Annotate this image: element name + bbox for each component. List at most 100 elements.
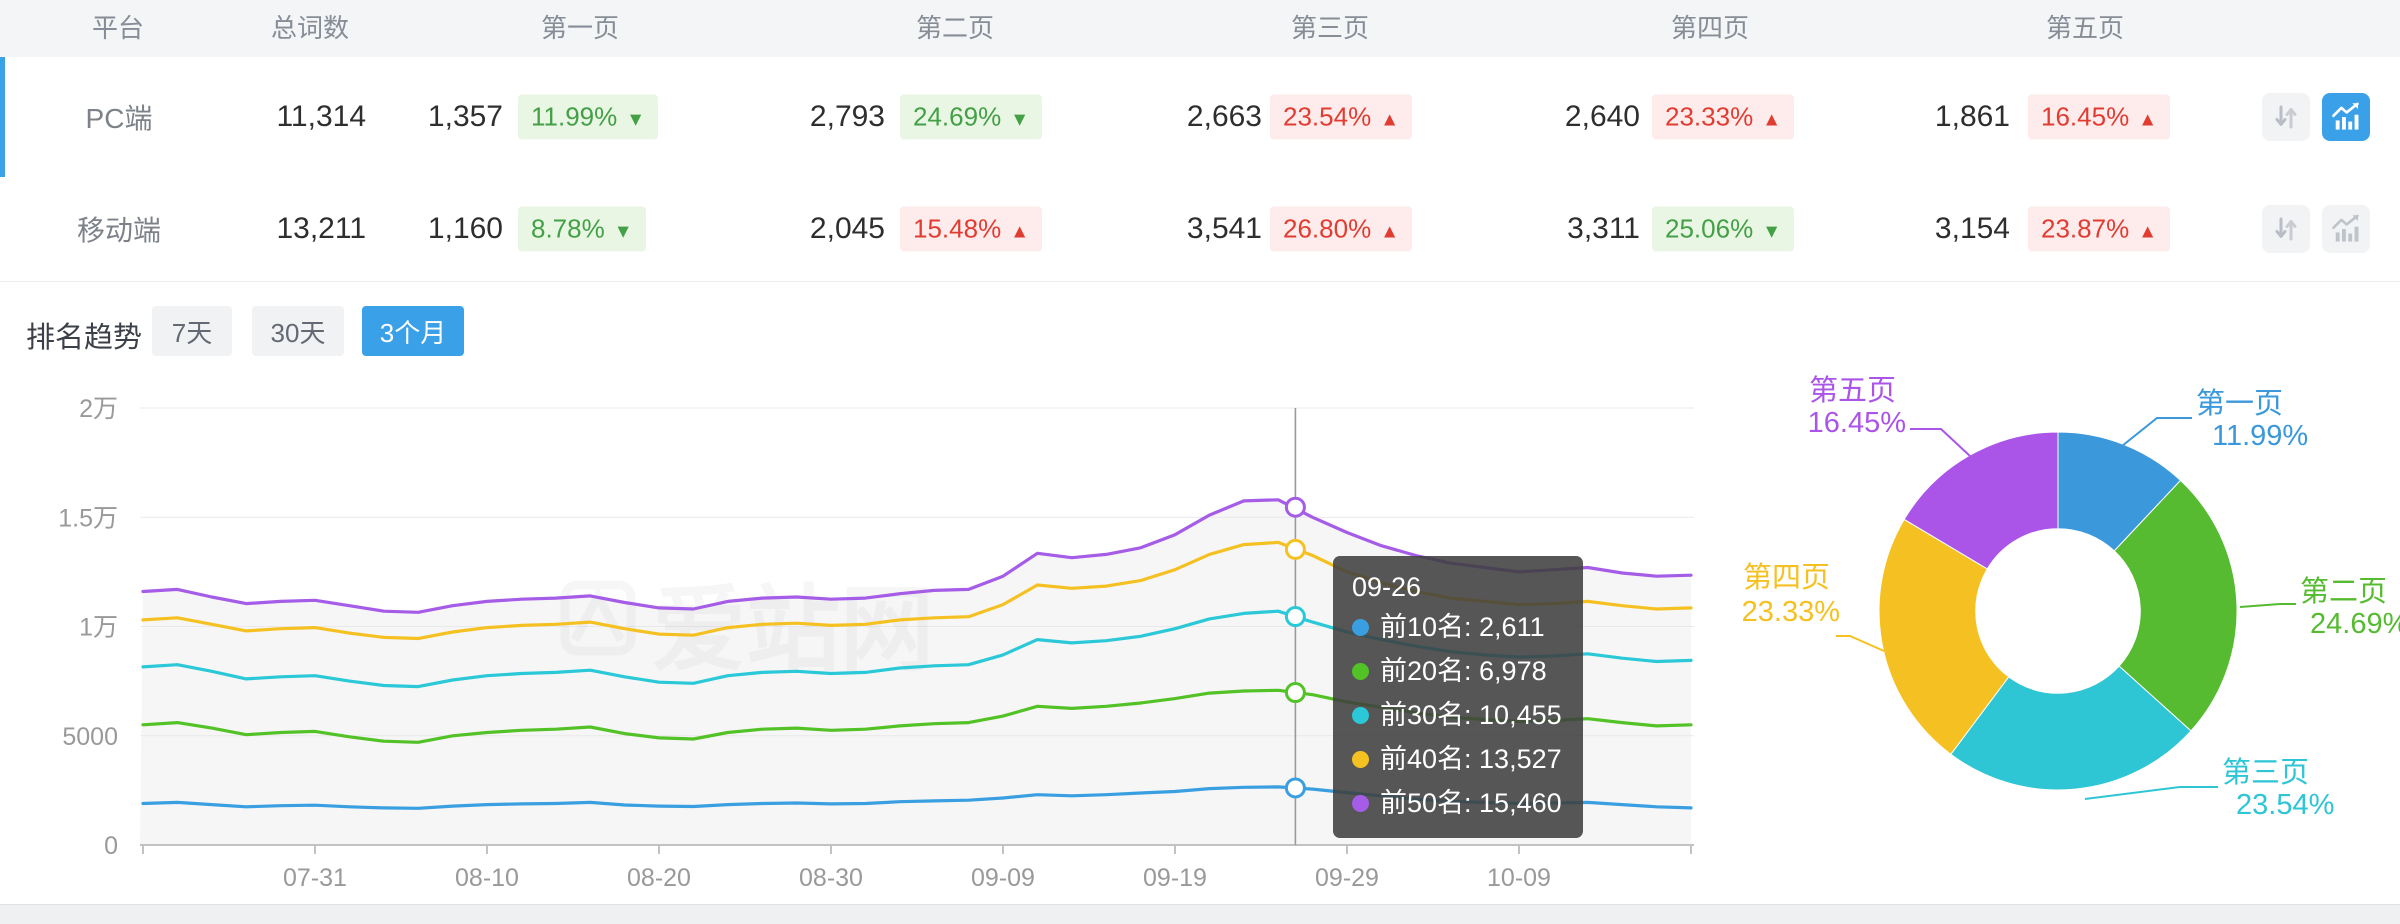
page-5-count: 3,154 xyxy=(1935,212,2010,246)
page-4-change-badge: 23.33%▲ xyxy=(1652,95,1794,140)
trend-chart-icon xyxy=(2330,213,2362,245)
triangle-down-icon: ▼ xyxy=(626,110,645,131)
triangle-down-icon: ▼ xyxy=(1010,110,1029,131)
series-dot-icon xyxy=(1352,707,1369,724)
label-leader-line xyxy=(2085,787,2218,799)
page-footer-strip xyxy=(0,904,2400,924)
page-5-change-badge: 16.45%▲ xyxy=(2028,95,2170,140)
page-2-count: 2,793 xyxy=(810,100,885,134)
sort-button[interactable] xyxy=(2262,205,2310,253)
page-4-count: 2,640 xyxy=(1565,100,1640,134)
column-header-0: 平台 xyxy=(92,0,144,57)
y-axis-label: 0 xyxy=(104,832,118,860)
x-axis-label: 08-10 xyxy=(455,864,519,892)
svg-text:爱站网: 爱站网 xyxy=(652,577,934,682)
page-4-count: 3,311 xyxy=(1567,212,1640,246)
donut-label-name: 第一页 xyxy=(2196,387,2283,420)
triangle-up-icon: ▲ xyxy=(1762,110,1781,131)
platform-name: PC端 xyxy=(86,97,153,137)
tooltip-row: 前10名: 2,611 xyxy=(1352,605,1564,649)
series-dot-icon xyxy=(1352,619,1369,636)
column-header-5: 第四页 xyxy=(1671,0,1749,57)
triangle-up-icon: ▲ xyxy=(2138,222,2157,243)
series-dot-icon xyxy=(1352,795,1369,812)
page-2-change-badge: 24.69%▼ xyxy=(900,95,1042,140)
triangle-up-icon: ▲ xyxy=(1380,222,1399,243)
total-words-value: 11,314 xyxy=(276,100,366,134)
donut-label-percent: 23.33% xyxy=(1742,596,1840,628)
column-header-6: 第五页 xyxy=(2046,0,2124,57)
x-axis-label: 08-30 xyxy=(799,864,863,892)
column-header-3: 第二页 xyxy=(916,0,994,57)
hover-marker-前10名 xyxy=(1286,779,1304,797)
tooltip-row: 前20名: 6,978 xyxy=(1352,649,1564,693)
platform-name: 移动端 xyxy=(77,209,161,249)
hover-marker-前50名 xyxy=(1286,498,1304,516)
show-trend-button[interactable] xyxy=(2322,205,2370,253)
page-3-count: 2,663 xyxy=(1187,100,1262,134)
series-dot-icon xyxy=(1352,663,1369,680)
sort-button[interactable] xyxy=(2262,93,2310,141)
page-4-change-badge: 25.06%▼ xyxy=(1652,207,1794,252)
triangle-down-icon: ▼ xyxy=(1762,222,1781,243)
chart-tooltip: 09-26 前10名: 2,611前20名: 6,978前30名: 10,455… xyxy=(1333,556,1583,838)
triangle-up-icon: ▲ xyxy=(1010,222,1029,243)
donut-label-name: 第四页 xyxy=(1743,561,1830,594)
x-axis-label: 09-19 xyxy=(1143,864,1207,892)
tab-30-days[interactable]: 30天 xyxy=(252,306,344,356)
triangle-up-icon: ▲ xyxy=(1380,110,1399,131)
page-3-change-badge: 26.80%▲ xyxy=(1270,207,1412,252)
table-row-PC端[interactable]: PC端 11,314 1,357 11.99%▼ 2,793 24.69%▼ 2,663 23… xyxy=(0,57,2400,178)
column-header-4: 第三页 xyxy=(1291,0,1369,57)
page-3-count: 3,541 xyxy=(1187,212,1262,246)
y-axis-label: 1万 xyxy=(79,614,118,642)
y-axis-label: 1.5万 xyxy=(58,504,118,532)
trend-section-title: 排名趋势 xyxy=(26,314,142,356)
page-5-change-badge: 23.87%▲ xyxy=(2028,207,2170,252)
tooltip-date: 09-26 xyxy=(1352,569,1564,605)
donut-label-percent: 24.69% xyxy=(2310,608,2400,640)
x-axis-label: 08-20 xyxy=(627,864,691,892)
y-axis-label: 2万 xyxy=(79,395,118,423)
label-leader-line xyxy=(1910,429,1970,456)
donut-label-percent: 16.45% xyxy=(1808,407,1906,439)
page-1-count: 1,357 xyxy=(428,100,503,134)
column-header-2: 第一页 xyxy=(541,0,619,57)
donut-label-name: 第五页 xyxy=(1809,374,1896,407)
sort-arrows-icon xyxy=(2271,102,2301,132)
tooltip-row: 前40名: 13,527 xyxy=(1352,737,1564,781)
triangle-down-icon: ▼ xyxy=(614,222,633,243)
label-leader-line xyxy=(2122,418,2192,446)
active-row-indicator xyxy=(0,57,5,177)
donut-label-percent: 11.99% xyxy=(2212,420,2308,452)
page-1-change-badge: 8.78%▼ xyxy=(518,207,646,252)
tooltip-rows: 前10名: 2,611前20名: 6,978前30名: 10,455前40名: … xyxy=(1352,605,1564,825)
trend-chart-icon xyxy=(2330,101,2362,133)
x-axis-label: 09-09 xyxy=(971,864,1035,892)
triangle-up-icon: ▲ xyxy=(2138,110,2157,131)
y-axis-label: 5000 xyxy=(62,723,118,751)
x-axis-label: 10-09 xyxy=(1487,864,1551,892)
x-axis-label: 07-31 xyxy=(283,864,347,892)
page-2-change-badge: 15.48%▲ xyxy=(900,207,1042,252)
page-1-change-badge: 11.99%▼ xyxy=(518,95,658,140)
sort-arrows-icon xyxy=(2271,214,2301,244)
page-distribution-donut-chart: 第一页11.99% 第二页24.69% 第三页23.54% 第四页23.33% 第五页1… xyxy=(1700,360,2400,840)
hover-marker-前20名 xyxy=(1286,684,1304,702)
donut-label-name: 第二页 xyxy=(2300,575,2387,608)
table-row-移动端[interactable]: 移动端13,2111,1608.78%▼2,04515.48%▲3,54126.… xyxy=(0,177,2400,282)
page-2-count: 2,045 xyxy=(810,212,885,246)
tab-3-months[interactable]: 3个月 xyxy=(362,306,464,356)
show-trend-button[interactable] xyxy=(2322,93,2370,141)
hover-marker-前40名 xyxy=(1286,540,1304,558)
series-dot-icon xyxy=(1352,751,1369,768)
dashboard: 平台总词数第一页第二页第三页第四页第五页 PC端11,3141,35711.99… xyxy=(0,0,2400,924)
donut-label-percent: 23.54% xyxy=(2236,789,2334,821)
x-axis-label: 09-29 xyxy=(1315,864,1379,892)
total-words-value: 13,211 xyxy=(276,212,366,246)
column-header-1: 总词数 xyxy=(271,0,349,57)
tooltip-row: 前50名: 15,460 xyxy=(1352,781,1564,825)
tooltip-row: 前30名: 10,455 xyxy=(1352,693,1564,737)
donut-label-name: 第三页 xyxy=(2222,756,2309,789)
tab-7-days[interactable]: 7天 xyxy=(152,306,232,356)
